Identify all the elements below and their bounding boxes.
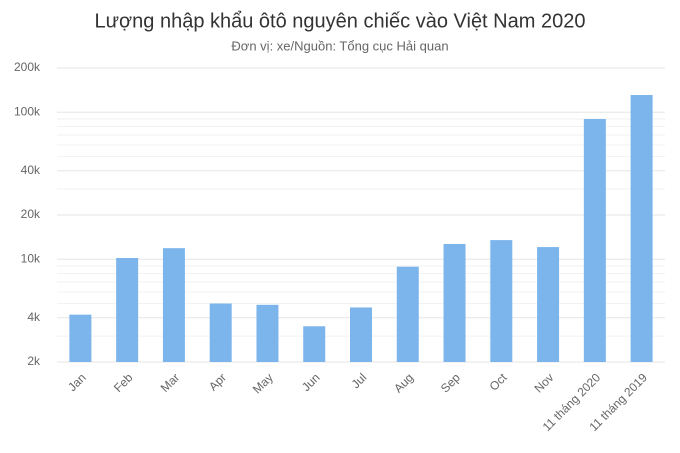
x-tick-label: May <box>250 370 276 396</box>
bar <box>583 118 606 363</box>
bar <box>490 240 513 362</box>
x-tick-label: Aug <box>391 370 416 395</box>
y-tick-label: 4k <box>27 310 41 324</box>
y-tick-label: 100k <box>14 104 41 118</box>
bar <box>630 95 653 363</box>
x-tick-label: Oct <box>487 370 511 394</box>
bar <box>303 326 326 362</box>
x-tick-label: Jan <box>65 370 89 394</box>
bar <box>116 257 139 362</box>
bar <box>537 247 560 362</box>
bar <box>350 307 372 362</box>
x-tick-label: Sep <box>438 370 463 395</box>
y-tick-label: 40k <box>21 163 41 177</box>
bar <box>162 248 185 362</box>
y-tick-label: 2k <box>27 354 41 368</box>
x-tick-label: Feb <box>111 370 136 395</box>
bar <box>443 243 466 362</box>
bar <box>396 266 419 362</box>
bar <box>69 314 92 362</box>
x-tick-label: Nov <box>531 370 556 395</box>
x-tick-label: Jul <box>349 370 370 391</box>
x-tick-label: Apr <box>206 370 229 393</box>
y-tick-label: 20k <box>21 207 41 221</box>
bar <box>209 303 232 362</box>
chart-title: Lượng nhập khẩu ôtô nguyên chiếc vào Việ… <box>95 10 586 32</box>
bar <box>256 304 279 362</box>
y-tick-label: 200k <box>14 60 41 74</box>
y-tick-label: 10k <box>21 251 41 265</box>
chart-subtitle: Đơn vị: xe/Nguồn: Tổng cục Hải quan <box>231 38 448 53</box>
x-tick-label: Jun <box>299 370 323 394</box>
x-tick-label: Mar <box>158 370 183 395</box>
